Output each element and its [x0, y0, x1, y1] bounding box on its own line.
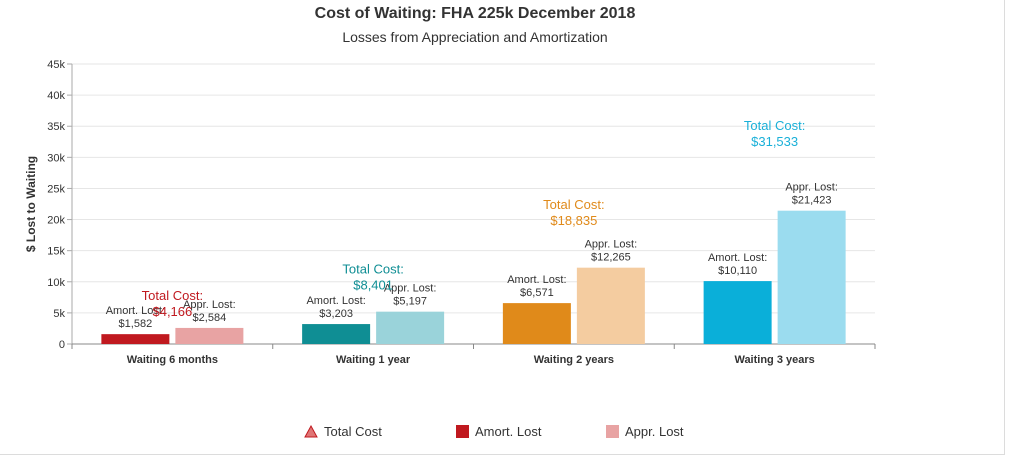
data-label-total-value: $8,401: [353, 278, 393, 293]
y-tick-label: 10k: [47, 277, 65, 289]
y-tick-label: 20k: [47, 215, 65, 227]
legend-swatch-amort-lost: [456, 425, 469, 438]
bar-appr-lost: [175, 327, 244, 344]
chart-frame: [0, 0, 1005, 455]
data-label-appr-prefix: Appr. Lost:: [785, 182, 838, 194]
data-label-total-value: $18,835: [550, 213, 597, 228]
x-category-label: Waiting 1 year: [336, 354, 411, 366]
plot-area: 0 5k 10k 15k 20k 25k 30k 35k 40k 45k $ Lost to Wai…: [24, 59, 876, 366]
bar-amort-lost: [101, 334, 170, 344]
chart-subtitle: Losses from Appreciation and Amortizatio…: [342, 29, 608, 45]
x-category-label: Waiting 2 years: [534, 354, 614, 366]
data-label-appr-value: $12,265: [591, 252, 631, 264]
legend-label-amort-lost: Amort. Lost: [475, 424, 542, 439]
data-label-total-prefix: Total Cost:: [142, 288, 203, 303]
bar-appr-lost: [376, 311, 445, 344]
data-label-total-value: $4,166: [152, 304, 192, 319]
data-label-amort-value: $1,582: [119, 318, 153, 330]
data-label-amort-value: $3,203: [319, 308, 353, 320]
y-tick-label: 40k: [47, 90, 65, 102]
legend-item-total-cost[interactable]: Total Cost: [304, 424, 382, 439]
legend-item-appr-lost[interactable]: Appr. Lost: [606, 424, 684, 439]
legend-item-amort-lost[interactable]: Amort. Lost: [456, 424, 541, 439]
data-label-total-prefix: Total Cost:: [744, 118, 805, 133]
data-label-appr-value: $21,423: [792, 195, 832, 207]
data-label-appr-prefix: Appr. Lost:: [384, 283, 437, 295]
y-tick-label: 15k: [47, 246, 65, 258]
data-label-total-prefix: Total Cost:: [543, 197, 604, 212]
triangle-icon: [304, 425, 318, 438]
bar-appr-lost: [576, 267, 645, 344]
y-tick-label: 45k: [47, 59, 65, 71]
chart-title: Cost of Waiting: FHA 225k December 2018: [314, 5, 636, 22]
data-label-amort-prefix: Amort. Lost:: [106, 305, 165, 317]
data-label-appr-value: $2,584: [193, 312, 227, 324]
data-label-amort-value: $10,110: [718, 265, 757, 277]
legend-label-appr-lost: Appr. Lost: [625, 424, 684, 439]
legend-swatch-appr-lost: [606, 425, 619, 438]
y-tick-label: 0: [59, 339, 65, 351]
data-label-appr-prefix: Appr. Lost:: [183, 299, 236, 311]
y-tick-label: 25k: [47, 183, 65, 195]
data-label-amort-value: $6,571: [520, 287, 554, 299]
y-tick-label: 35k: [47, 121, 65, 133]
bar-amort-lost: [703, 281, 772, 344]
bar-appr-lost: [777, 210, 846, 344]
bar-amort-lost: [302, 324, 371, 344]
legend: Total Cost Amort. Lost Appr. Lost: [0, 424, 1000, 444]
legend-label-total-cost: Total Cost: [324, 424, 382, 439]
data-label-total-value: $31,533: [751, 134, 798, 149]
bar-amort-lost: [502, 303, 571, 344]
y-tick-label: 30k: [47, 152, 65, 164]
x-category-label: Waiting 3 years: [734, 354, 814, 366]
y-axis-title: $ Lost to Waiting: [24, 156, 38, 252]
data-label-total-prefix: Total Cost:: [342, 262, 403, 277]
data-label-amort-prefix: Amort. Lost:: [708, 252, 767, 264]
y-tick-label: 5k: [53, 308, 65, 320]
data-label-appr-value: $5,197: [393, 296, 427, 308]
data-label-amort-prefix: Amort. Lost:: [306, 295, 365, 307]
data-label-amort-prefix: Amort. Lost:: [507, 274, 566, 286]
data-label-appr-prefix: Appr. Lost:: [585, 239, 638, 251]
x-category-label: Waiting 6 months: [127, 354, 218, 366]
